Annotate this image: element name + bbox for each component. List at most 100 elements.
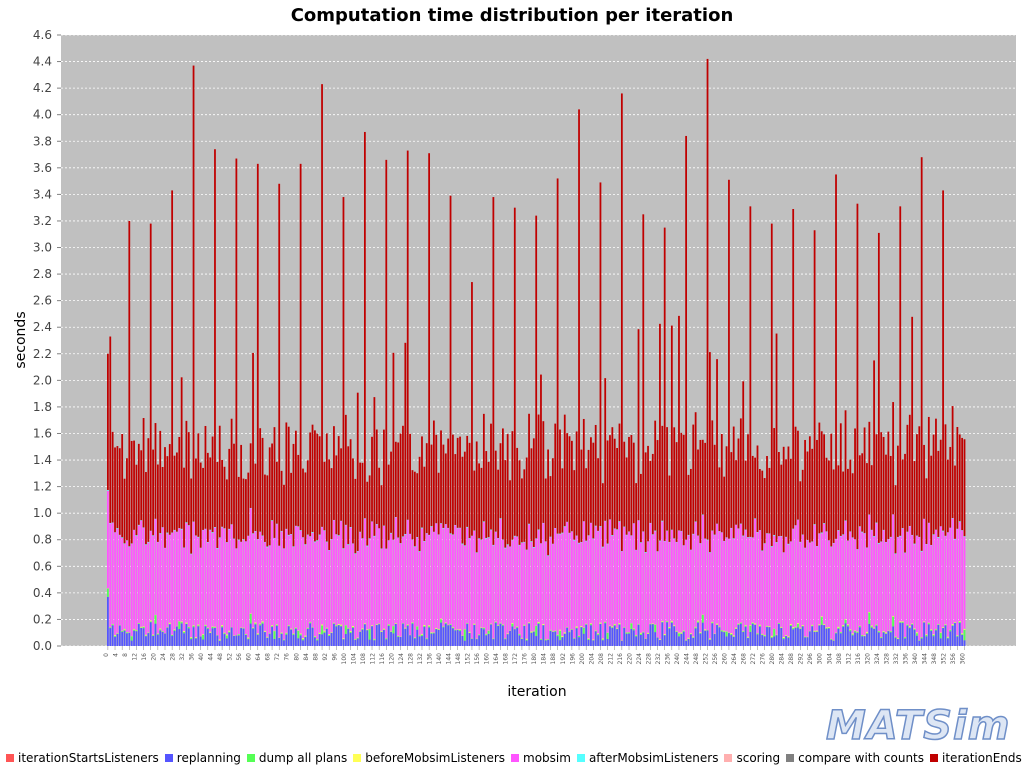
bar-segment-mobsim: [452, 534, 454, 627]
bar-segment-aftermobsimlisteners: [349, 527, 352, 528]
bar-segment-iterationendslisteners: [192, 65, 195, 522]
bar-segment-iterationendslisteners: [204, 425, 207, 529]
bar-segment-beforemobsimlisteners: [609, 625, 611, 627]
bar-segment-beforemobsimlisteners: [716, 623, 718, 625]
bar-segment-beforemobsimlisteners: [228, 630, 231, 632]
bar-segment-iterationendslisteners: [961, 437, 964, 531]
bar-segment-replanning: [699, 633, 702, 646]
bar-segment-mobsim: [380, 548, 383, 631]
bar-segment-replanning: [525, 640, 528, 646]
bar-segment-dump-all-plans: [421, 634, 423, 637]
bar-segment-replanning: [468, 632, 471, 646]
bar-segment-iterationendslisteners: [613, 438, 616, 529]
bar-segment-iterationendslisteners: [183, 467, 185, 548]
bar-segment-aftermobsimlisteners: [492, 544, 495, 546]
bar-segment-dump-all-plans: [635, 635, 638, 637]
bar-segment-iterationendslisteners: [661, 425, 664, 521]
bar-segment-iterationendslisteners: [233, 443, 235, 539]
bar-segment-beforemobsimlisteners: [349, 630, 352, 632]
bar-segment-mobsim: [306, 534, 309, 628]
bar-segment-iterationendslisteners: [813, 230, 816, 525]
x-tick-label: 160: [484, 653, 491, 665]
bar-segment-beforemobsimlisteners: [133, 628, 135, 630]
bar-segment-mobsim: [123, 543, 126, 629]
bar-segment-dump-all-plans: [870, 626, 873, 628]
bar-segment-replanning: [187, 628, 190, 646]
bar-segment-aftermobsimlisteners: [504, 547, 507, 549]
bar-segment-mobsim: [856, 549, 859, 632]
bar-segment-mobsim: [732, 538, 735, 636]
bar-segment-replanning: [399, 636, 402, 646]
bar-segment-beforemobsimlisteners: [704, 629, 707, 631]
bar-segment-dump-all-plans: [575, 627, 578, 629]
bar-segment-iterationendslisteners: [675, 442, 678, 542]
y-tick-label: 1.0: [33, 506, 52, 520]
bar-segment-iterationendslisteners: [778, 452, 780, 537]
bar-segment-beforemobsimlisteners: [916, 632, 918, 634]
bar-segment-beforemobsimlisteners: [314, 636, 316, 637]
bar-segment-iterationendslisteners: [644, 452, 647, 553]
bar-segment-beforemobsimlisteners: [896, 637, 899, 639]
y-tick-label: 2.4: [33, 320, 52, 334]
bar-segment-aftermobsimlisteners: [461, 543, 464, 545]
bar-segment-mobsim: [685, 539, 687, 640]
bar-segment-iterationendslisteners: [854, 428, 856, 540]
bar-segment-iterationendslisteners: [114, 447, 116, 533]
bar-segment-replanning: [908, 628, 911, 646]
bar-segment-replanning: [618, 624, 621, 646]
bar-segment-mobsim: [656, 551, 659, 638]
bar-segment-aftermobsimlisteners: [958, 521, 961, 523]
bar-segment-iterationendslisteners: [827, 460, 830, 541]
bar-segment-beforemobsimlisteners: [490, 623, 492, 625]
bar-segment-dump-all-plans: [961, 634, 964, 635]
bar-segment-beforemobsimlisteners: [908, 626, 911, 628]
bar-segment-replanning: [216, 635, 219, 646]
bar-segment-iterationendslisteners: [873, 360, 875, 537]
bar-segment-replanning: [156, 634, 159, 646]
bar-segment-mobsim: [171, 532, 174, 635]
x-tick-label: 32: [179, 653, 186, 661]
bar-segment-mobsim: [523, 542, 526, 625]
bar-segment-mobsim: [133, 529, 135, 629]
bar-segment-mobsim: [854, 539, 856, 631]
legend-swatch: [353, 754, 362, 762]
bar-segment-aftermobsimlisteners: [145, 544, 147, 545]
bar-segment-iterationendslisteners: [789, 458, 792, 542]
bar-segment-mobsim: [463, 546, 466, 630]
bar-segment-iterationendslisteners: [578, 109, 580, 543]
bar-segment-iterationendslisteners: [333, 426, 335, 520]
bar-segment-aftermobsimlisteners: [485, 537, 488, 539]
x-tick-label: 72: [274, 653, 281, 661]
bar-segment-dump-all-plans: [237, 634, 240, 636]
bar-segment-mobsim: [837, 530, 840, 627]
bar-segment-replanning: [409, 635, 411, 646]
bar-segment-mobsim: [590, 523, 592, 624]
bar-segment-dump-all-plans: [725, 631, 728, 637]
bar-segment-replanning: [851, 635, 854, 646]
bar-segment-mobsim: [630, 535, 633, 624]
bar-segment-dump-all-plans: [430, 632, 433, 634]
bar-segment-replanning: [916, 635, 918, 646]
y-tick-label: 0.2: [33, 612, 52, 626]
bar-segment-beforemobsimlisteners: [944, 624, 947, 625]
bar-segment-replanning: [204, 626, 207, 646]
bar-segment-mobsim: [847, 540, 849, 625]
bar-segment-dump-all-plans: [135, 630, 138, 632]
bar-segment-mobsim: [278, 545, 281, 638]
bar-segment-replanning: [742, 631, 745, 646]
y-axis-label: seconds: [13, 311, 29, 368]
bar-segment-mobsim: [640, 542, 642, 633]
x-tick-label: 40: [198, 653, 205, 661]
x-tick-label: 76: [284, 653, 291, 661]
y-tick-label: 2.8: [33, 267, 52, 281]
bar-segment-iterationendslisteners: [214, 149, 216, 528]
bar-segment-iterationendslisteners: [116, 446, 119, 529]
bar-segment-iterationendslisteners: [692, 424, 695, 534]
x-tick-label: 316: [855, 653, 862, 665]
bar-segment-iterationendslisteners: [216, 462, 219, 549]
bar-segment-mobsim: [421, 528, 423, 634]
bar-segment-aftermobsimlisteners: [530, 541, 533, 542]
bar-segment-beforemobsimlisteners: [587, 638, 590, 640]
bar-segment-iterationendslisteners: [847, 468, 849, 541]
bar-segment-aftermobsimlisteners: [873, 536, 875, 537]
